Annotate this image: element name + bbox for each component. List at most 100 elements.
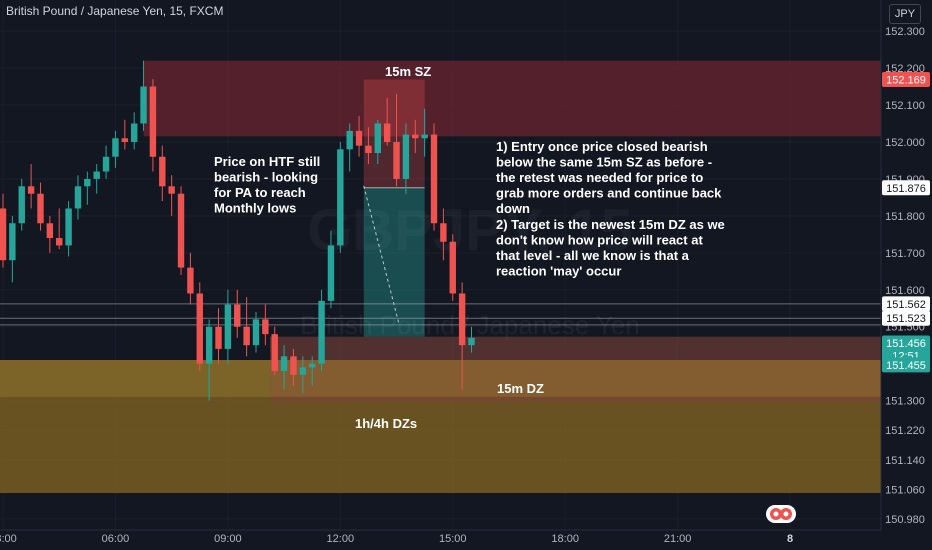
price-axis-bg <box>881 0 932 550</box>
price-label-151.876: 151.876 <box>882 180 930 196</box>
candle <box>355 116 363 157</box>
price-tick-label: 151.800 <box>885 211 925 223</box>
price-axis[interactable]: 152.300152.200152.100152.000151.900151.8… <box>880 0 932 550</box>
time-tick-label: 03:00 <box>0 533 17 545</box>
price-tick-label: 151.600 <box>885 285 925 297</box>
candle-body <box>355 130 363 146</box>
candle-body <box>9 223 16 261</box>
price-label-151.455: 151.455 <box>882 357 930 373</box>
price-label-text: 152.169 <box>886 75 926 87</box>
price-label-text: 151.455 <box>886 360 926 372</box>
candle-body <box>56 238 63 246</box>
candle <box>262 304 269 346</box>
candle-body <box>74 186 82 209</box>
candle-body <box>290 356 297 375</box>
time-tick-label: 18:00 <box>551 533 579 545</box>
candle-body <box>449 241 456 294</box>
candle-body <box>271 334 278 372</box>
price-tick-label: 151.140 <box>885 455 925 467</box>
candle <box>327 230 335 309</box>
candle-body <box>337 149 344 246</box>
candle-body <box>440 223 447 242</box>
currency-button[interactable]: JPY <box>889 4 921 24</box>
candle-body <box>234 304 241 327</box>
candle-body <box>205 326 213 364</box>
candle <box>412 119 419 154</box>
price-label-box <box>882 72 930 87</box>
time-axis[interactable]: 03:00 06:00 09:00 12:00 15:00 18:00 21:00 8 <box>0 529 932 550</box>
price-label-text: 151.456 <box>886 338 926 350</box>
zone-label-htf: 1h/4h DZs <box>355 416 417 431</box>
candle <box>318 289 325 372</box>
candle-body <box>0 208 7 261</box>
candle-body <box>262 319 269 335</box>
price-tick-label: 152.000 <box>885 137 925 149</box>
candle <box>112 130 119 168</box>
time-axis-bg <box>0 530 932 550</box>
annotation-target-line: 2) Target is the newest 15m DZ as we <box>496 217 725 232</box>
price-label-text: 151.523 <box>886 313 926 325</box>
zone-15m-dz <box>270 336 881 403</box>
candle <box>421 108 428 157</box>
candle <box>56 208 63 250</box>
price-tick-label: 151.060 <box>885 484 925 496</box>
candle-body <box>468 337 475 346</box>
price-label-151.523: 151.523 <box>882 310 930 326</box>
price-tick-label: 151.700 <box>885 248 925 260</box>
annotation-entry-line: below the same 15m SZ as before - <box>496 155 712 170</box>
candle <box>205 319 213 401</box>
candle <box>121 119 129 150</box>
candle-body <box>280 356 288 372</box>
candle <box>440 208 447 261</box>
candle-body <box>430 134 438 224</box>
candle <box>177 186 185 275</box>
annotation-target-line: that level - all we know is that a <box>496 248 690 263</box>
candle <box>130 112 138 150</box>
price-label-151.562: 151.562 <box>882 296 930 312</box>
candle-body <box>102 156 110 172</box>
candle <box>337 141 344 253</box>
candle-body <box>93 171 100 179</box>
candle <box>37 182 44 231</box>
candle-body <box>374 123 381 154</box>
annotation-target-line: don't know how price will react at <box>496 233 703 248</box>
candle-body <box>365 145 372 154</box>
annotation-entry-line: the retest was needed for price to <box>496 170 703 185</box>
candle-body <box>299 367 307 375</box>
annotation-entry-line: 1) Entry once price closed bearish <box>496 139 708 154</box>
candle <box>374 119 381 165</box>
candle-body <box>309 363 316 368</box>
candle <box>393 93 400 187</box>
candle-body <box>215 326 222 349</box>
price-label-text: 151.876 <box>886 183 926 195</box>
time-tick-label: 21:00 <box>664 533 692 545</box>
chart-title: British Pound / Japanese Yen, 15, FXCM <box>6 4 224 18</box>
candle-body <box>252 319 260 346</box>
candle-body <box>168 186 175 194</box>
candle-body <box>383 123 391 142</box>
candle <box>196 282 203 372</box>
candle <box>0 193 7 268</box>
candle <box>102 145 110 179</box>
candle <box>215 308 222 364</box>
candle <box>346 123 353 172</box>
candle <box>252 311 260 353</box>
candle <box>383 97 391 146</box>
annotation-target-line: reaction 'may' occur <box>496 264 621 279</box>
candle-body <box>224 304 232 349</box>
candle-body <box>346 130 353 150</box>
zone-htf-inner <box>0 360 881 397</box>
time-tick-label: 12:00 <box>327 533 355 545</box>
candle <box>449 234 456 301</box>
candle <box>65 201 72 257</box>
candle-body <box>18 186 25 224</box>
candle-body <box>159 156 166 187</box>
horizontal-lines-layer <box>0 303 881 326</box>
candle <box>168 175 175 216</box>
candle-body <box>393 141 400 179</box>
watermark: GBPJPY, 15British Pound / Japanese Yen <box>300 310 640 340</box>
price-label-box <box>882 180 930 196</box>
candle-body <box>27 186 35 194</box>
candle <box>290 348 297 386</box>
